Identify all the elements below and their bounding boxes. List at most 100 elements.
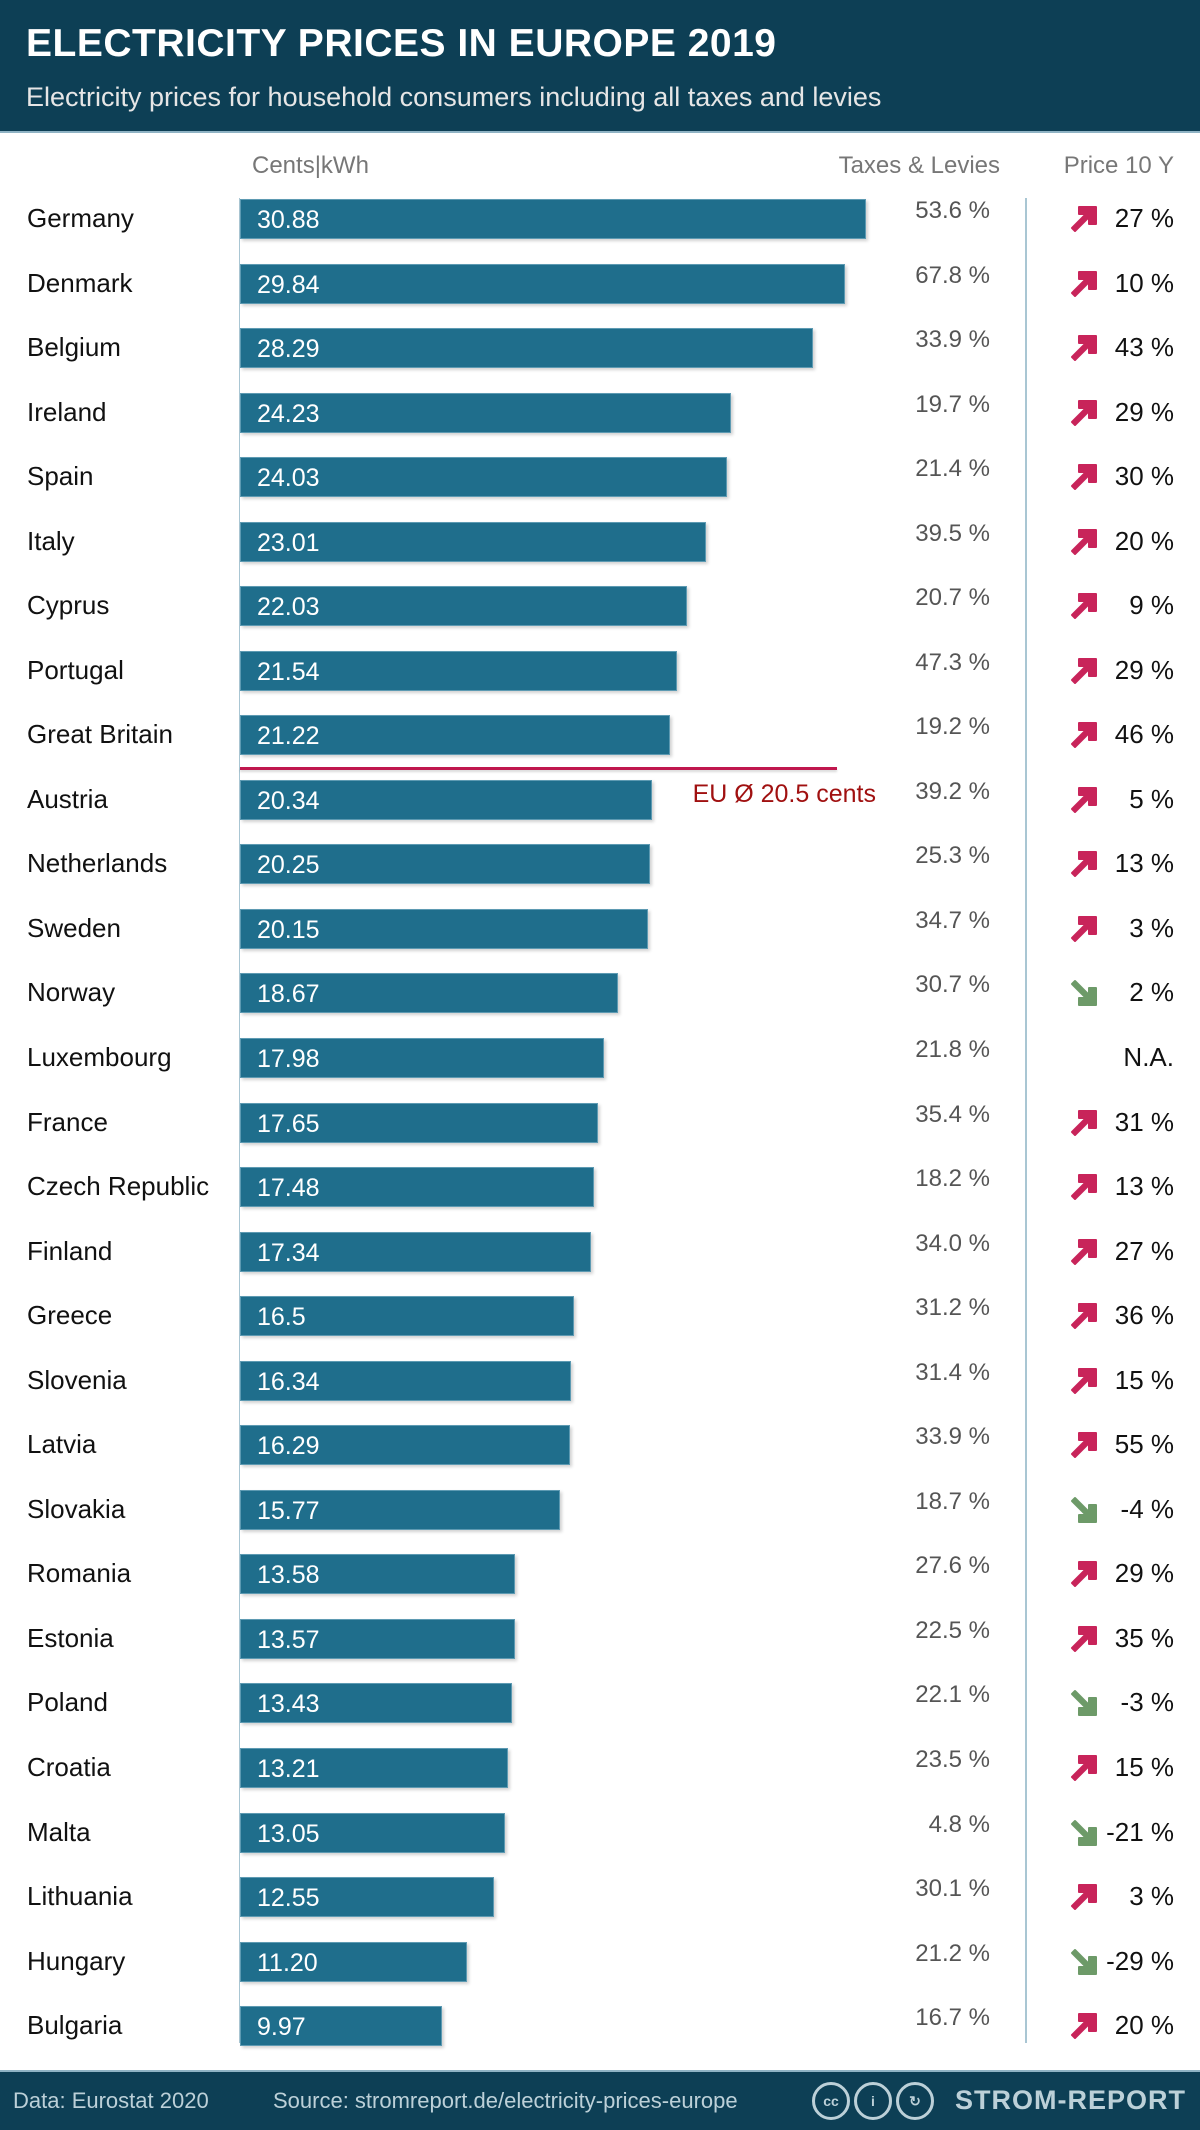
price-bar: 18.67 — [240, 973, 619, 1014]
arrow-up-right-icon — [1071, 1432, 1097, 1459]
price-bar: 17.48 — [240, 1167, 595, 1208]
price-change-10y: 36 % — [1114, 1300, 1174, 1331]
arrow-up-right-icon — [1071, 1367, 1097, 1394]
taxes-levies-value: 18.7 % — [915, 1487, 990, 1515]
country-label: Germany — [27, 203, 134, 233]
taxes-levies-value: 23.5 % — [915, 1745, 990, 1773]
bar-row: Austria 20.34 39.2 % 5 % — [0, 770, 1200, 830]
country-label: Estonia — [27, 1622, 114, 1653]
price-change-10y: 3 % — [1129, 912, 1174, 943]
price-bar: 17.34 — [240, 1231, 592, 1272]
bar-row: Germany 30.88 53.6 % 27 % — [0, 189, 1200, 249]
country-label: Great Britain — [27, 719, 173, 750]
arrow-up-right-icon — [1071, 786, 1097, 813]
country-label: Slovakia — [27, 1493, 126, 1524]
price-change-10y: 43 % — [1114, 332, 1174, 363]
bar-row: Netherlands 20.25 25.3 % 13 % — [0, 834, 1200, 894]
header: ELECTRICITY PRICES IN EUROPE 2019 Electr… — [0, 0, 1200, 133]
brand-logo: STROM-REPORT — [955, 2085, 1186, 2115]
country-label: Luxembourg — [27, 1042, 172, 1073]
arrow-down-right-icon — [1071, 1496, 1097, 1523]
bar-value-label: 20.25 — [257, 851, 320, 880]
price-bar: 28.29 — [240, 328, 814, 369]
bar-row: Spain 24.03 21.4 % 30 % — [0, 447, 1200, 507]
country-label: Croatia — [27, 1751, 111, 1782]
footer-source[interactable]: Source: stromreport.de/electricity-price… — [273, 2088, 738, 2113]
bar-value-label: 13.43 — [257, 1690, 320, 1719]
arrow-up-right-icon — [1071, 593, 1097, 620]
bar-row: Ireland 24.23 19.7 % 29 % — [0, 383, 1200, 443]
arrow-up-right-icon — [1071, 1303, 1097, 1330]
country-label: Malta — [27, 1816, 91, 1847]
price-column-header: Cents|kWh — [252, 152, 369, 179]
country-label: Portugal — [27, 654, 124, 685]
arrow-up-right-icon — [1071, 915, 1097, 942]
arrow-up-right-icon — [1071, 206, 1097, 232]
bar-row: Norway 18.67 30.7 % 2 % — [0, 963, 1200, 1023]
arrow-up-right-icon — [1071, 464, 1097, 491]
price-bar: 22.03 — [240, 586, 687, 627]
bar-value-label: 24.03 — [257, 464, 320, 493]
bar-row: Latvia 16.29 33.9 % 55 % — [0, 1415, 1200, 1475]
arrow-up-right-icon — [1071, 1754, 1097, 1781]
bar-value-label: 23.01 — [257, 528, 320, 557]
taxes-levies-value: 53.6 % — [915, 197, 990, 224]
bar-row: Portugal 21.54 47.3 % 29 % — [0, 641, 1200, 701]
price-bar: 30.88 — [240, 199, 866, 239]
bar-row: Croatia 13.21 23.5 % 15 % — [0, 1738, 1200, 1798]
bar-row: Denmark 29.84 67.8 % 10 % — [0, 254, 1200, 314]
taxes-levies-value: 30.1 % — [915, 1875, 990, 1903]
price-change-10y: 55 % — [1114, 1429, 1174, 1460]
country-label: Spain — [27, 461, 94, 492]
price-change-10y: -29 % — [1106, 1945, 1174, 1976]
bar-row: Sweden 20.15 34.7 % 3 % — [0, 899, 1200, 959]
price-bar: 23.01 — [240, 521, 707, 562]
bar-row: Estonia 13.57 22.5 % 35 % — [0, 1609, 1200, 1669]
taxes-levies-value: 21.8 % — [915, 1036, 990, 1064]
country-label: Belgium — [27, 332, 121, 363]
taxes-levies-value: 31.2 % — [915, 1294, 990, 1322]
price-change-10y: 20 % — [1114, 525, 1174, 556]
bar-row: Bulgaria 9.97 16.7 % 20 % — [0, 1996, 1200, 2056]
bar-value-label: 9.97 — [257, 2013, 306, 2042]
bar-value-label: 22.03 — [257, 593, 320, 622]
price-change-10y: 15 % — [1114, 1364, 1174, 1395]
taxes-levies-value: 31.4 % — [915, 1358, 990, 1386]
bar-value-label: 18.67 — [257, 980, 320, 1009]
bar-value-label: 21.54 — [257, 657, 320, 686]
taxes-levies-value: 16.7 % — [915, 2004, 990, 2032]
price-change-10y: 20 % — [1114, 2010, 1174, 2041]
bar-row: France 17.65 35.4 % 31 % — [0, 1093, 1200, 1153]
arrow-up-right-icon — [1071, 851, 1097, 878]
taxes-levies-value: 22.1 % — [915, 1681, 990, 1709]
price-bar: 21.22 — [240, 715, 671, 756]
price-bar: 9.97 — [240, 2006, 443, 2047]
price-bar: 20.25 — [240, 844, 651, 885]
price-change-10y: -4 % — [1120, 1493, 1174, 1524]
taxes-levies-value: 39.2 % — [915, 777, 990, 805]
country-label: Finland — [27, 1235, 113, 1266]
arrow-up-right-icon — [1071, 270, 1097, 297]
price-bar: 16.29 — [240, 1425, 571, 1466]
arrow-up-right-icon — [1071, 1238, 1097, 1265]
taxes-levies-value: 33.9 % — [915, 1423, 990, 1451]
taxes-levies-value: 47.3 % — [915, 648, 990, 676]
price-bar: 29.84 — [240, 263, 845, 304]
price-change-10y: 13 % — [1114, 848, 1174, 879]
bar-row: Poland 13.43 22.1 % -3 % — [0, 1673, 1200, 1733]
price-bar: 11.20 — [240, 1941, 468, 1982]
price-change-10y: 5 % — [1129, 783, 1174, 814]
country-label: Sweden — [27, 912, 121, 943]
bar-value-label: 11.20 — [257, 1948, 318, 1977]
price-change-10y: 29 % — [1114, 1558, 1174, 1589]
country-label: Italy — [27, 525, 75, 556]
arrow-up-right-icon — [1071, 657, 1097, 684]
taxes-levies-value: 18.2 % — [915, 1165, 990, 1193]
taxes-levies-value: 27.6 % — [915, 1552, 990, 1580]
arrow-up-right-icon — [1071, 399, 1097, 426]
bar-value-label: 17.65 — [257, 1109, 320, 1138]
bar-row: Slovakia 15.77 18.7 % -4 % — [0, 1480, 1200, 1540]
bar-row: Italy 23.01 39.5 % 20 % — [0, 512, 1200, 572]
bar-value-label: 16.34 — [257, 1367, 320, 1396]
taxes-levies-value: 33.9 % — [915, 326, 990, 354]
